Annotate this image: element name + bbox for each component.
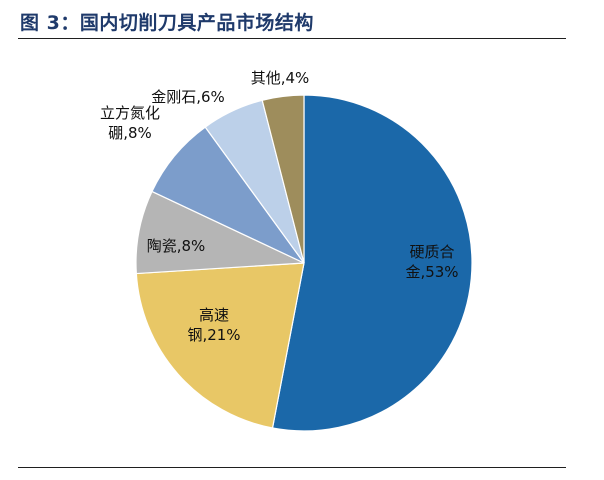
slice-label-0-line-0: 硬质合 — [409, 243, 454, 261]
slice-label-0-line-1: 金,53% — [405, 263, 458, 281]
title-rule — [18, 38, 566, 39]
slice-label-3-line-0: 立方氮化 — [100, 104, 160, 122]
pie-slice-5 — [261, 94, 305, 264]
chart-title: 图 3：国内切削刀具产品市场结构 — [20, 12, 314, 34]
slice-label-4-line-0: 金刚石,6% — [151, 88, 225, 106]
slice-label-3-line-1: 硼,8% — [108, 124, 152, 142]
slice-label-5-line-0: 其他,4% — [251, 69, 310, 87]
pie-slice-1 — [135, 262, 305, 429]
slice-label-1-line-1: 钢,21% — [187, 326, 240, 344]
pie-slice-0 — [271, 94, 473, 432]
slice-label-2-line-0: 陶瓷,8% — [147, 237, 206, 255]
bottom-rule — [18, 467, 566, 468]
slice-label-1-line-0: 高速 — [199, 306, 229, 324]
